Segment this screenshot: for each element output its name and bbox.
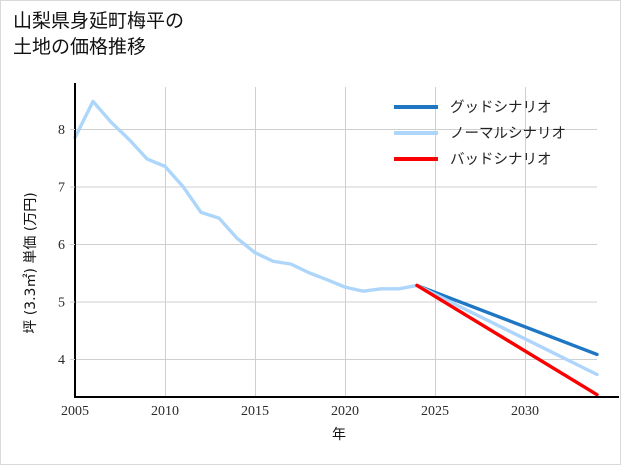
legend-label: ノーマルシナリオ <box>450 126 566 142</box>
series-line <box>415 283 599 357</box>
x-tick-label: 2020 <box>331 404 359 419</box>
legend-label: バッドシナリオ <box>450 152 552 168</box>
series-group <box>73 99 599 397</box>
x-tick-label: 2005 <box>61 404 89 419</box>
series-line <box>73 99 419 293</box>
y-axis-tick-labels: 4 5 6 7 8 <box>58 123 75 368</box>
x-tick-label: 2030 <box>511 404 539 419</box>
series-line <box>415 283 599 377</box>
gridlines <box>75 87 597 397</box>
series-line <box>415 283 599 397</box>
page-title: 山梨県身延町梅平の 土地の価格推移 <box>13 11 185 58</box>
y-axis-title: 坪 (3.3㎡) 単価 (万円) <box>23 192 39 333</box>
legend-label: グッドシナリオ <box>450 99 552 116</box>
y-tick-label: 7 <box>58 181 65 196</box>
x-tick-label: 2015 <box>241 404 269 419</box>
axis-lines <box>73 83 619 399</box>
y-tick-label: 6 <box>58 238 65 253</box>
y-tick-label: 5 <box>58 296 65 311</box>
x-tick-label: 2010 <box>151 404 179 419</box>
x-axis-tick-labels: 2005 2010 2015 2020 2025 2030 <box>61 404 539 419</box>
x-axis-title: 年 <box>332 427 346 443</box>
x-tick-label: 2025 <box>421 404 449 419</box>
y-tick-label: 4 <box>58 353 65 368</box>
y-tick-label: 8 <box>58 123 65 138</box>
